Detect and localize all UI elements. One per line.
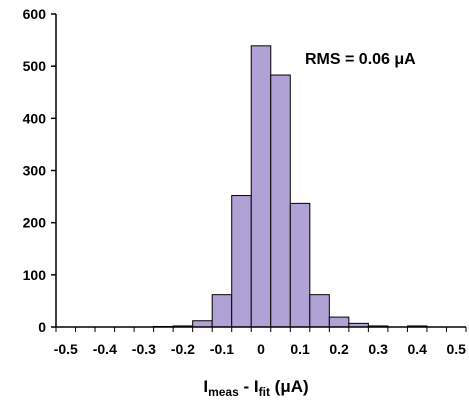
x-axis-label-part: - I xyxy=(239,377,259,396)
y-axis-ticks: 0 100 200 300 400 500 600 xyxy=(23,6,56,335)
x-axis-label-subscript: fit xyxy=(259,385,270,399)
y-tick-label: 400 xyxy=(23,110,47,126)
x-axis-label-part: (μA) xyxy=(270,377,309,396)
histogram-bar xyxy=(231,195,252,328)
histogram-bar xyxy=(250,45,272,328)
histogram-bar xyxy=(289,202,311,328)
histogram-bar xyxy=(309,294,330,328)
x-tick-label: -0.2 xyxy=(171,341,195,357)
histogram-bar xyxy=(211,294,233,328)
histogram-bars xyxy=(153,45,428,328)
histogram-bar xyxy=(328,316,350,328)
y-tick-label: 500 xyxy=(23,58,47,74)
x-axis-label: Imeas - Ifit (μA) xyxy=(203,377,308,399)
x-axis-label-part: I xyxy=(203,377,208,396)
x-tick-label: -0.3 xyxy=(132,341,156,357)
rms-annotation: RMS = 0.06 μA xyxy=(305,51,416,68)
x-tick-label: -0.1 xyxy=(210,341,234,357)
y-tick-label: 200 xyxy=(23,215,47,231)
x-axis-ticks: -0.5 -0.4 -0.3 -0.2 -0.1 0 0.1 0.2 0.3 0.4 0.5 xyxy=(54,327,467,357)
x-tick-label: -0.5 xyxy=(54,341,78,357)
histogram-bar xyxy=(270,74,291,328)
y-tick-label: 600 xyxy=(23,6,47,22)
x-tick-label: 0.4 xyxy=(407,341,427,357)
x-tick-label: 0.2 xyxy=(329,341,349,357)
x-tick-label: 0 xyxy=(257,341,265,357)
histogram-bar xyxy=(192,320,213,328)
x-tick-label: -0.4 xyxy=(93,341,117,357)
y-tick-label: 0 xyxy=(38,319,46,335)
y-tick-label: 300 xyxy=(23,163,47,179)
x-tick-label: 0.1 xyxy=(290,341,310,357)
x-axis-label-subscript: meas xyxy=(208,385,239,399)
y-tick-label: 100 xyxy=(23,267,47,283)
x-tick-label: 0.3 xyxy=(368,341,388,357)
x-tick-label: 0.5 xyxy=(447,341,467,357)
